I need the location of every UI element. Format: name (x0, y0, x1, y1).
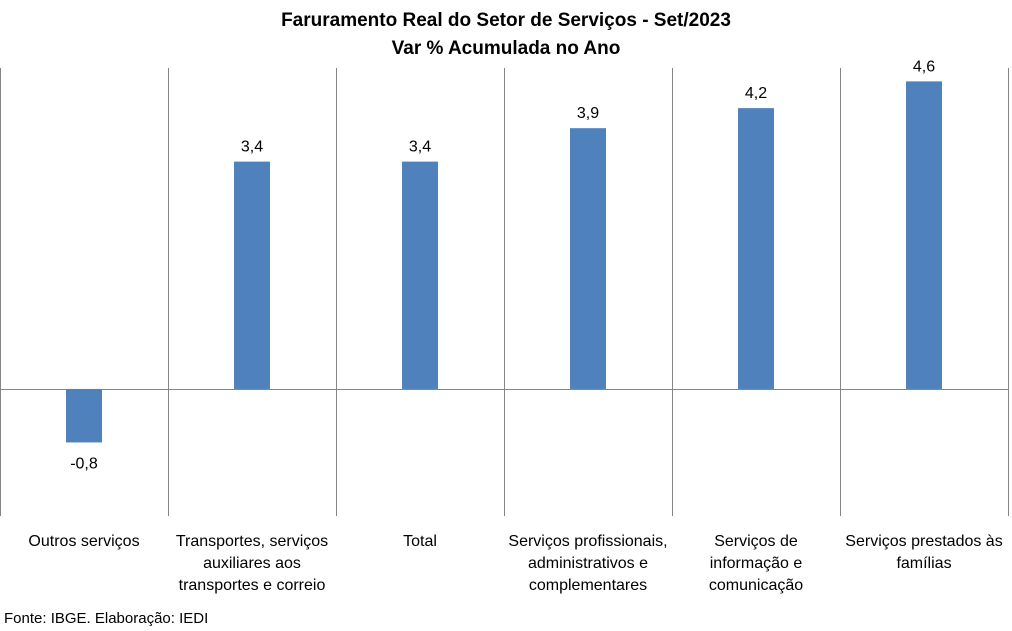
data-label: 3,9 (577, 105, 599, 122)
data-label: 4,6 (913, 58, 935, 75)
chart-subtitle: Var % Acumulada no Ano (392, 38, 621, 59)
data-label: 3,4 (241, 139, 263, 156)
bar (738, 108, 774, 389)
category-label: Serviços prestados às famílias (845, 533, 1002, 572)
category-label: Serviços profissionais, administrativos e… (508, 533, 667, 594)
bars (66, 81, 942, 443)
data-label: 3,4 (409, 139, 431, 156)
category-label: Outros serviços (28, 533, 139, 550)
category-labels: Outros serviços Transportes, serviços auxi… (28, 533, 1002, 594)
data-label: 4,2 (745, 85, 767, 102)
bar (570, 128, 606, 389)
grid-lines (0, 68, 1009, 516)
category-label: Total (403, 533, 437, 550)
category-label: Transportes, serviços auxiliares aos trans… (176, 533, 328, 594)
data-label: -0,8 (70, 455, 98, 472)
bar (234, 161, 270, 389)
bar (906, 81, 942, 389)
category-label: Serviços de informação e comunicação (709, 533, 803, 594)
data-labels: -0,8 3,4 3,4 3,9 4,2 4,6 (70, 58, 935, 472)
source-note: Fonte: IBGE. Elaboração: IEDI (4, 610, 208, 627)
bar (402, 161, 438, 389)
chart-title: Faruramento Real do Setor de Serviços - … (281, 10, 731, 31)
bar (66, 388, 102, 443)
